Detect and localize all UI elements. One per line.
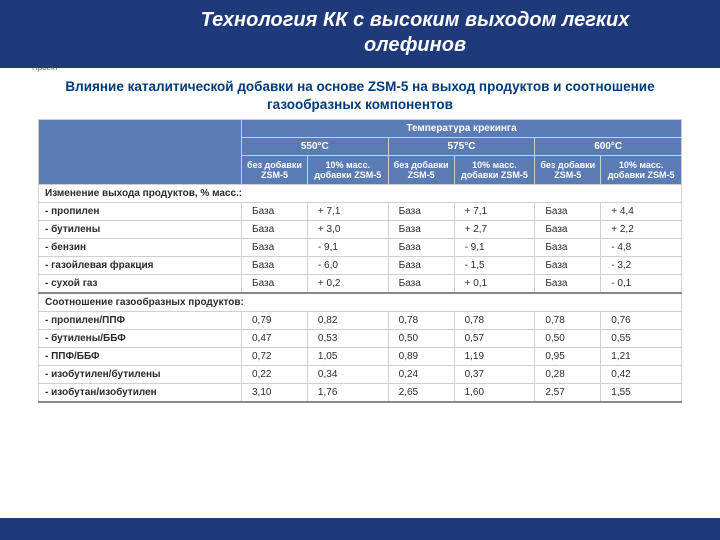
cell-value: - 6,0 [307, 257, 388, 275]
cell-value: База [242, 257, 308, 275]
section-title: Соотношение газообразных продуктов: [39, 293, 682, 312]
table-body: Изменение выхода продуктов, % масс.:- пр… [39, 185, 682, 403]
cell-value: + 2,7 [454, 221, 535, 239]
cell-value: 0,78 [454, 312, 535, 330]
cell-value: 1,19 [454, 348, 535, 366]
zsm-with-1: 10% масс. добавки ZSM-5 [454, 156, 535, 185]
cell-value: База [535, 221, 601, 239]
zsm-without-0: без добавки ZSM-5 [242, 156, 308, 185]
cell-value: 0,53 [307, 330, 388, 348]
cell-value: - 0,1 [601, 275, 682, 294]
cell-value: 0,76 [601, 312, 682, 330]
row-label: - изобутилен/бутилены [39, 366, 242, 384]
cell-value: 2,57 [535, 384, 601, 403]
cell-value: 1,76 [307, 384, 388, 403]
cell-value: 0,37 [454, 366, 535, 384]
cell-value: 2,65 [388, 384, 454, 403]
cell-value: База [535, 275, 601, 294]
cell-value: 0,89 [388, 348, 454, 366]
cell-value: База [242, 275, 308, 294]
cell-value: База [388, 239, 454, 257]
section-title: Изменение выхода продуктов, % масс.: [39, 185, 682, 203]
cell-value: + 7,1 [307, 203, 388, 221]
cell-value: 0,82 [307, 312, 388, 330]
cell-value: База [242, 239, 308, 257]
zsm-without-2: без добавки ZSM-5 [535, 156, 601, 185]
row-label: - ППФ/ББФ [39, 348, 242, 366]
cell-value: База [535, 257, 601, 275]
cell-value: 0,42 [601, 366, 682, 384]
cell-value: База [388, 257, 454, 275]
cell-value: 3,10 [242, 384, 308, 403]
cell-value: + 0,2 [307, 275, 388, 294]
row-label: - пропилен/ППФ [39, 312, 242, 330]
row-label: - газойлевая фракция [39, 257, 242, 275]
cell-value: 0,28 [535, 366, 601, 384]
cell-value: 1,05 [307, 348, 388, 366]
cell-value: 0,78 [388, 312, 454, 330]
cell-value: База [388, 221, 454, 239]
zsm-without-1: без добавки ZSM-5 [388, 156, 454, 185]
cell-value: База [242, 221, 308, 239]
cell-value: 0,47 [242, 330, 308, 348]
zsm-with-2: 10% масс. добавки ZSM-5 [601, 156, 682, 185]
cell-value: + 4,4 [601, 203, 682, 221]
cell-value: - 3,2 [601, 257, 682, 275]
cell-value: 0,34 [307, 366, 388, 384]
slide-title: Технология КК с высоким выходом легких о… [201, 9, 630, 56]
cell-value: - 1,5 [454, 257, 535, 275]
cell-value: База [242, 203, 308, 221]
cell-value: База [388, 275, 454, 294]
row-label: - бутилены/ББФ [39, 330, 242, 348]
cell-value: + 0,1 [454, 275, 535, 294]
footer-bar [0, 518, 720, 540]
slide-subtitle: Влияние каталитической добавки на основе… [0, 68, 720, 119]
zsm-with-0: 10% масс. добавки ZSM-5 [307, 156, 388, 185]
cell-value: 0,72 [242, 348, 308, 366]
cell-value: + 3,0 [307, 221, 388, 239]
cell-value: 1,21 [601, 348, 682, 366]
table-top-header: Температура крекинга [242, 120, 682, 138]
cell-value: База [535, 203, 601, 221]
cell-value: 0,50 [388, 330, 454, 348]
cell-value: + 2,2 [601, 221, 682, 239]
cell-value: - 9,1 [454, 239, 535, 257]
cell-value: + 7,1 [454, 203, 535, 221]
data-table: Температура крекинга 550°C 575°C 600°C б… [38, 119, 682, 403]
cell-value: - 9,1 [307, 239, 388, 257]
cell-value: База [388, 203, 454, 221]
row-label: - изобутан/изобутилен [39, 384, 242, 403]
temp-col-1: 575°C [388, 138, 535, 156]
cell-value: 0,95 [535, 348, 601, 366]
cell-value: - 4,8 [601, 239, 682, 257]
row-label: - пропилен [39, 203, 242, 221]
cell-value: База [535, 239, 601, 257]
temp-col-0: 550°C [242, 138, 389, 156]
slide-title-bar: Технология КК с высоким выходом легких о… [0, 0, 720, 68]
temp-col-2: 600°C [535, 138, 682, 156]
cell-value: 0,57 [454, 330, 535, 348]
cell-value: 0,55 [601, 330, 682, 348]
cell-value: 0,24 [388, 366, 454, 384]
table-container: Температура крекинга 550°C 575°C 600°C б… [0, 119, 720, 403]
row-label: - бутилены [39, 221, 242, 239]
row-label: - бензин [39, 239, 242, 257]
cell-value: 0,50 [535, 330, 601, 348]
cell-value: 1,60 [454, 384, 535, 403]
cell-value: 0,78 [535, 312, 601, 330]
cell-value: 0,22 [242, 366, 308, 384]
cell-value: 1,55 [601, 384, 682, 403]
row-label: - сухой газ [39, 275, 242, 294]
cell-value: 0,79 [242, 312, 308, 330]
